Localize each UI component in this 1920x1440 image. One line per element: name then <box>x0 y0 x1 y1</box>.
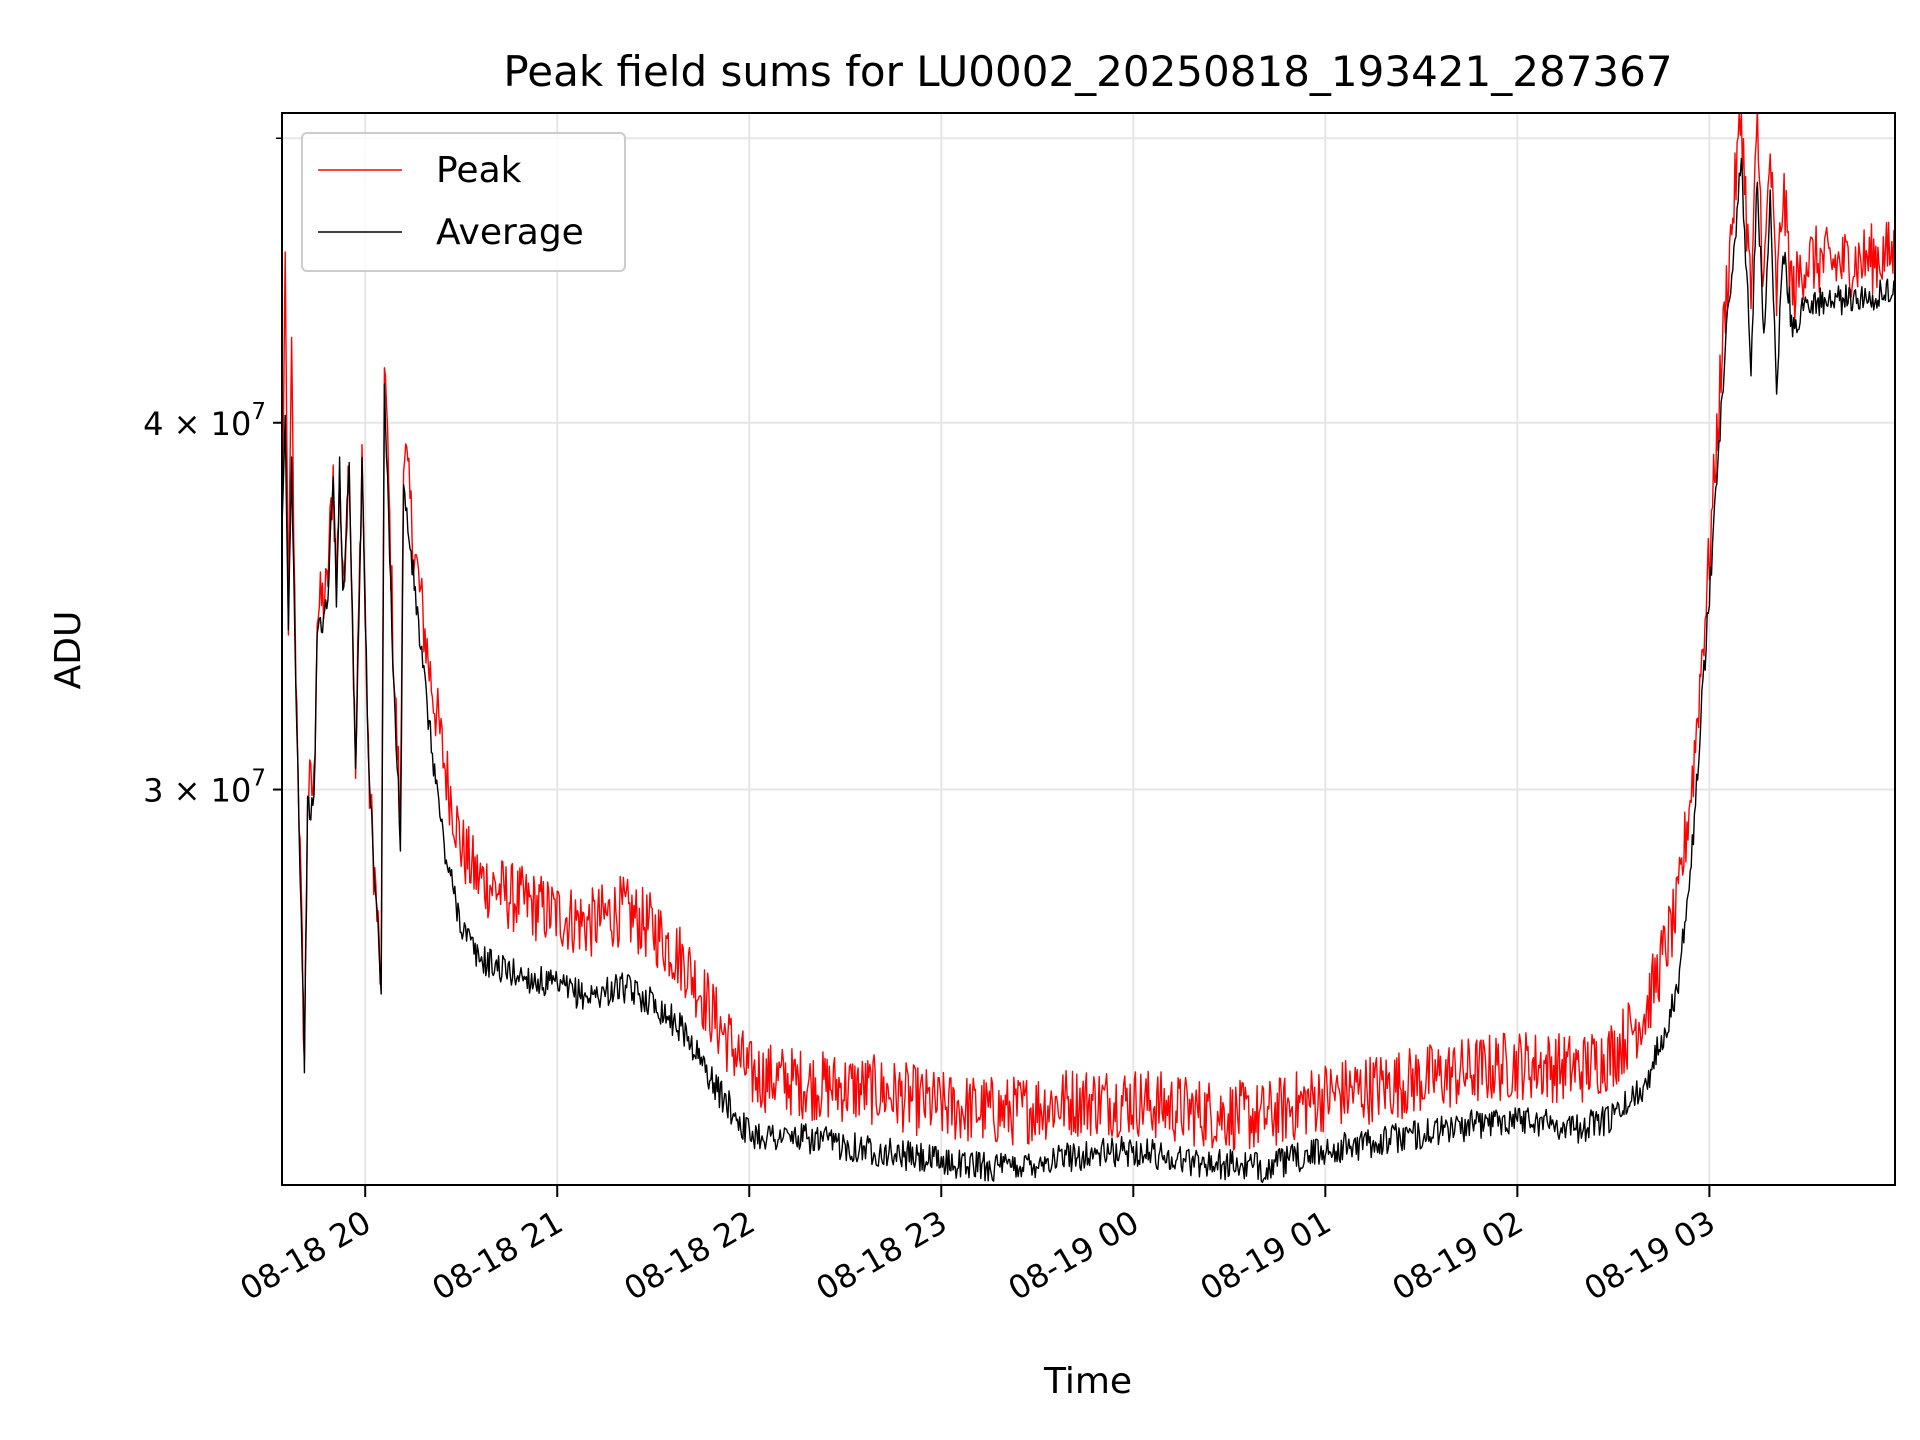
y-tick-label: 4 × 107 <box>143 399 266 443</box>
y-tick-label: 3 × 107 <box>143 766 266 810</box>
y-tick-label-exponent: 7 <box>251 399 266 425</box>
y-tick-label-base: 3 × 10 <box>143 772 251 810</box>
legend-box <box>301 132 626 272</box>
legend-label-peak: Peak <box>436 150 522 191</box>
x-axis-label: Time <box>1043 1361 1132 1402</box>
legend: Peak Average <box>301 132 626 272</box>
series-line-peak <box>282 113 1895 1151</box>
plot-frame <box>281 112 1896 1186</box>
chart-title: Peak field sums for LU0002_20250818_1934… <box>503 47 1672 96</box>
y-tick-label-exponent: 7 <box>251 766 266 792</box>
legend-label-average: Average <box>436 212 584 253</box>
series-line-average <box>282 157 1895 1184</box>
series-group <box>282 113 1895 1184</box>
y-tick-label-base: 4 × 10 <box>143 405 251 443</box>
y-axis-label: ADU <box>48 611 89 690</box>
